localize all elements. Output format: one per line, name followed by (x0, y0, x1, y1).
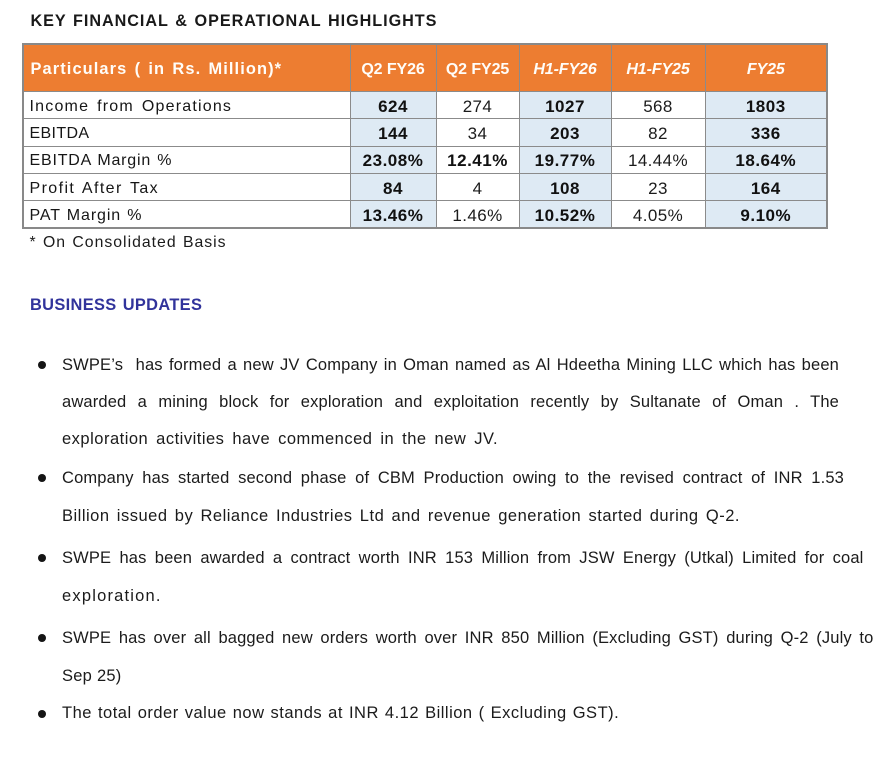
list-item: The total order value now stands at INR … (37, 695, 877, 732)
cell-value: 84 (349, 172, 437, 202)
row-label: Profit After Tax (22, 172, 351, 202)
table-row: EBITDA 144 34 203 82 336 (22, 118, 828, 147)
bullet-line: awarded a mining block for exploration a… (62, 392, 839, 411)
cell-value: 10.52% (518, 200, 612, 229)
list-item: SWPE’s has formed a new JV Company in Om… (37, 347, 877, 458)
col-header-h1fy25: H1-FY25 (610, 43, 706, 92)
col-header-q2fy26: Q2 FY26 (349, 43, 437, 92)
financial-highlights-table: Particulars ( in Rs. Million)* Q2 FY26 Q… (22, 43, 828, 229)
col-header-fy25: FY25 (704, 43, 828, 92)
cell-value: 23 (610, 172, 706, 202)
cell-value: 23.08% (349, 145, 437, 174)
cell-value: 4 (435, 172, 520, 202)
bullet-line: exploration activities have commenced in… (62, 429, 499, 448)
cell-value: 18.64% (704, 145, 828, 174)
cell-value: 4.05% (610, 200, 706, 229)
bullet-line: SWPE has over all bagged new orders wort… (62, 629, 874, 648)
cell-value: 82 (610, 118, 706, 147)
table-row: EBITDA Margin % 23.08% 12.41% 19.77% 14.… (22, 145, 828, 174)
list-item: SWPE has over all bagged new orders wort… (37, 619, 877, 695)
cell-value: 144 (349, 118, 437, 147)
cell-value: 568 (610, 90, 706, 120)
page-title: KEY FINANCIAL & OPERATIONAL HIGHLIGHTS (30, 11, 438, 30)
bullet-line: Company has started second phase of CBM … (62, 469, 844, 488)
cell-value: 336 (704, 118, 828, 147)
footnote: * On Consolidated Basis (29, 234, 227, 251)
cell-value: 13.46% (349, 200, 437, 229)
cell-value: 1803 (704, 90, 828, 120)
bullet-line: Sep 25) (62, 667, 122, 686)
cell-value: 203 (518, 118, 612, 147)
row-label: EBITDA Margin % (22, 145, 351, 174)
row-label: PAT Margin % (22, 200, 351, 229)
bullet-line: SWPE has been awarded a contract worth I… (62, 549, 864, 568)
bullet-line: Billion issued by Reliance Industries Lt… (62, 507, 740, 526)
col-header-q2fy25: Q2 FY25 (435, 43, 520, 92)
row-label: EBITDA (22, 118, 351, 147)
cell-value: 1027 (518, 90, 612, 120)
row-label: Income from Operations (22, 90, 351, 120)
table-row: Income from Operations 624 274 1027 568 … (22, 90, 828, 120)
bullet-line: The total order value now stands at INR … (62, 704, 620, 723)
business-updates-list: SWPE’s has formed a new JV Company in Om… (37, 347, 877, 733)
cell-value: 624 (349, 90, 437, 120)
cell-value: 19.77% (518, 145, 612, 174)
table-row: PAT Margin % 13.46% 1.46% 10.52% 4.05% 9… (22, 200, 828, 229)
cell-value: 12.41% (435, 145, 520, 174)
table-header-row: Particulars ( in Rs. Million)* Q2 FY26 Q… (22, 43, 828, 92)
cell-value: 34 (435, 118, 520, 147)
cell-value: 1.46% (435, 200, 520, 229)
col-header-particulars: Particulars ( in Rs. Million)* (22, 43, 351, 92)
cell-value: 14.44% (610, 145, 706, 174)
cell-value: 164 (704, 172, 828, 202)
list-item: Company has started second phase of CBM … (37, 459, 877, 535)
list-item: SWPE has been awarded a contract worth I… (37, 539, 877, 615)
cell-value: 9.10% (704, 200, 828, 229)
section-heading: BUSINESS UPDATES (30, 296, 203, 314)
col-header-h1fy26: H1-FY26 (518, 43, 612, 92)
bullet-line: SWPE’s has formed a new JV Company in Om… (62, 355, 839, 374)
cell-value: 108 (518, 172, 612, 202)
cell-value: 274 (435, 90, 520, 120)
table-row: Profit After Tax 84 4 108 23 164 (22, 172, 828, 202)
bullet-line: exploration. (62, 587, 162, 606)
